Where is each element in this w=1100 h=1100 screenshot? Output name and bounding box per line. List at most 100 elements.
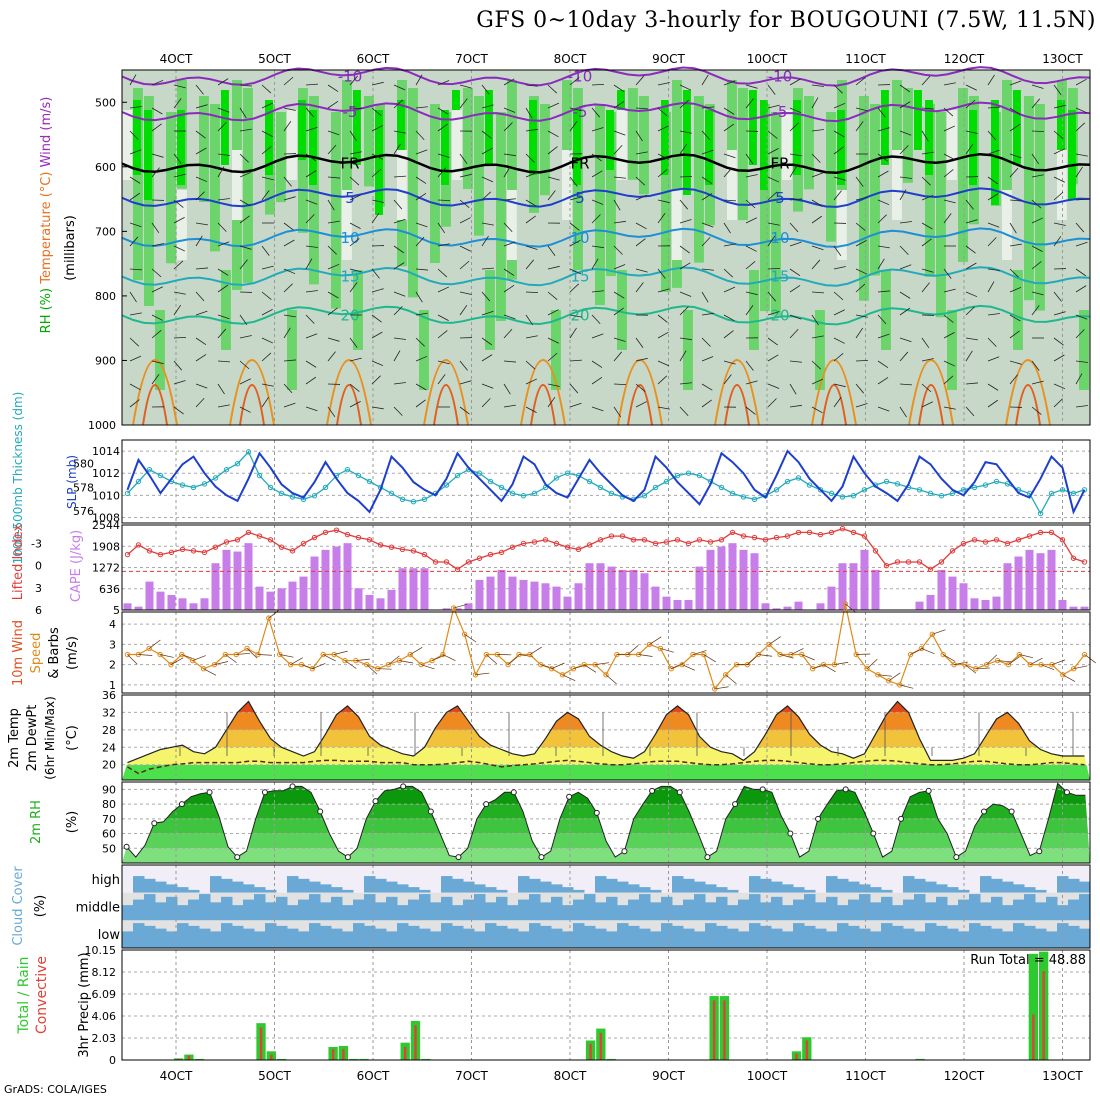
- wind-barb: [1031, 245, 1043, 252]
- lifted-index-point: [322, 529, 329, 536]
- wind-barb: [987, 193, 999, 201]
- wind-barb: [547, 396, 556, 408]
- cloud-bar: [364, 876, 376, 893]
- wind-barb: [437, 374, 446, 385]
- wind-barb: [888, 672, 901, 682]
- wind-barb: [503, 222, 513, 233]
- wind-barb: [1053, 222, 1066, 226]
- cape-bar: [772, 608, 781, 610]
- wind-barb: [437, 286, 450, 293]
- wind-barb: [129, 74, 137, 86]
- wind-barb: [1075, 107, 1088, 114]
- rh-point: [980, 808, 987, 815]
- wind-barb: [725, 674, 737, 685]
- cloud-bar: [980, 876, 992, 893]
- cape-bar: [959, 583, 968, 610]
- cloud-bar: [496, 925, 508, 948]
- lifted-index-point: [938, 559, 945, 565]
- warm-contour: [336, 384, 362, 426]
- cloud-bar: [210, 902, 222, 921]
- wind-barb: [547, 102, 560, 109]
- wind-barb: [371, 331, 383, 339]
- wind-barb: [547, 383, 560, 387]
- wind-barb: [877, 290, 890, 293]
- wind-barb: [943, 268, 952, 279]
- cloud-bar: [947, 928, 959, 948]
- lifted-index-point: [454, 566, 461, 573]
- contour-label: -10: [568, 67, 593, 85]
- wind-barb: [437, 199, 451, 202]
- wind-barb: [547, 84, 558, 94]
- wind-barb: [415, 268, 428, 271]
- rh-point: [510, 789, 517, 796]
- rh-patch: [914, 90, 922, 150]
- wind-barb: [393, 84, 406, 91]
- wind-barb: [899, 406, 907, 418]
- axis-label-part: 10m Wind: [11, 620, 26, 686]
- cloud-bar: [617, 923, 629, 948]
- wind-barb: [217, 241, 230, 247]
- rh-patch: [991, 100, 999, 205]
- wind-barb: [525, 291, 539, 294]
- warm-contour: [821, 384, 847, 426]
- wind-barb: [173, 153, 182, 164]
- precip-convective-bar: [259, 1027, 263, 1060]
- wind-barb: [613, 199, 621, 211]
- cloud-bar: [650, 902, 662, 921]
- cloud-bar: [683, 878, 695, 893]
- wind-barb: [789, 122, 799, 132]
- axis-label-part: RH (%): [39, 288, 54, 333]
- cloud-bar: [617, 881, 629, 893]
- wind-barb: [833, 266, 846, 270]
- cloud-bar: [892, 905, 904, 921]
- precip-convective-bar: [805, 1040, 809, 1060]
- precip-tick: 4.06: [92, 1010, 117, 1023]
- wind-point: [744, 661, 751, 668]
- rh-patch: [529, 100, 537, 175]
- rh-patch: [826, 112, 836, 242]
- cloud-bar: [287, 905, 299, 921]
- wind-barb: [943, 153, 955, 160]
- rh-patch: [958, 88, 968, 262]
- cloud-bar: [166, 884, 178, 893]
- rh-point: [1008, 808, 1015, 815]
- cloud-bar: [870, 887, 882, 893]
- wind-barb: [481, 337, 493, 346]
- cloud-bar: [991, 896, 1003, 921]
- wind-barb: [943, 360, 956, 367]
- cloud-bar: [1035, 928, 1047, 948]
- cloud-bar: [595, 876, 607, 893]
- wind-barb: [595, 662, 610, 665]
- precip-convective-bar: [723, 1000, 726, 1060]
- cloud-bar: [485, 902, 497, 921]
- contour-label: 5: [345, 189, 355, 207]
- cloud-bar: [408, 899, 420, 921]
- cloud-bar: [936, 896, 948, 921]
- cloud-bar: [529, 878, 541, 893]
- rh-point: [427, 808, 434, 815]
- thickness-point: [256, 472, 263, 479]
- lifted-index-point: [432, 559, 439, 565]
- wind-barb: [481, 222, 494, 226]
- thickness-point: [1059, 487, 1066, 493]
- wind-barb: [366, 664, 378, 675]
- pressure-tick: 1000: [88, 419, 116, 432]
- precip-tick: 0: [109, 1054, 116, 1067]
- wind-barb: [261, 130, 273, 137]
- wind-point: [766, 641, 772, 648]
- cloud-bar: [782, 884, 794, 893]
- wind-barb: [1009, 360, 1022, 365]
- wind-barb: [283, 383, 293, 394]
- cloud-bar: [760, 878, 772, 893]
- rh-patch: [408, 88, 418, 298]
- cloud-bar: [661, 896, 673, 921]
- cloud-bar: [1013, 884, 1025, 893]
- cape-bar: [871, 569, 880, 610]
- thickness-point: [388, 490, 395, 497]
- wind-point: [1070, 666, 1077, 672]
- rh-patch: [705, 110, 713, 185]
- wind-barb: [789, 198, 802, 201]
- pressure-tick: 700: [95, 225, 116, 238]
- warm-contour: [811, 359, 857, 426]
- wind-barb: [789, 107, 802, 114]
